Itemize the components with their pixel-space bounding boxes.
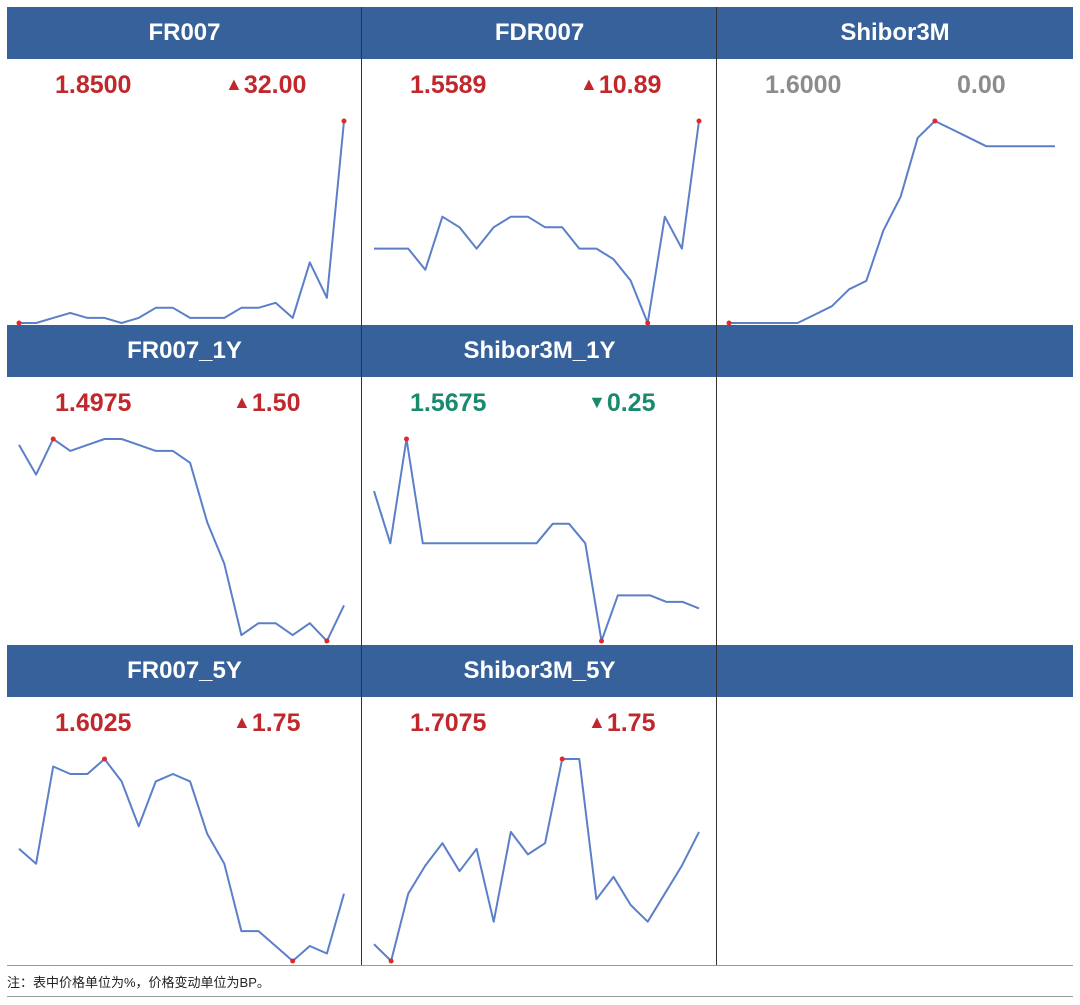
panel-shibor3m: Shibor3M 1.6000 0.00 [717,7,1073,326]
extreme-point-marker [341,118,347,124]
panel-fr007: FR007 1.8500 ▲32.00 [7,7,362,326]
change-value: ▲1.50 [233,389,301,418]
series-line [19,120,345,324]
current-value: 1.7075 [410,709,487,737]
panel-fdr007: FDR007 1.5589 ▲10.89 [362,7,717,326]
change-amount: 1.75 [606,709,656,737]
column-divider [361,7,362,965]
panel-title-empty [717,645,1073,697]
panel-values: 1.5675 ▼0.25 [362,385,717,421]
series-line [18,438,345,642]
column-divider [716,7,717,965]
panel-empty-row3 [717,645,1073,965]
panel-shibor3m-1y: Shibor3M_1Y 1.5675 ▼0.25 [362,325,717,645]
panel-values: 1.5589 ▲10.89 [362,67,717,103]
series-line [374,120,700,324]
panel-values: 1.6025 ▲1.75 [7,705,362,741]
current-value: 1.5589 [410,71,487,99]
extreme-point-marker [290,958,296,964]
extreme-point-marker [388,958,394,964]
footnote: 注：表中价格单位为%，价格变动单位为BP。 [7,975,270,990]
series-line [18,758,345,962]
extreme-point-marker [324,638,330,644]
change-value: ▲32.00 [225,71,306,100]
extreme-point-marker [16,320,22,326]
extreme-point-marker [404,436,409,442]
panel-title: FR007_1Y [7,325,362,377]
change-value: ▼0.25 [588,389,656,418]
panel-title: Shibor3M_1Y [362,325,717,377]
sparkline-chart [16,118,347,326]
panel-values: 1.4975 ▲1.50 [7,385,362,421]
change-amount: 0.25 [606,389,656,417]
sparkline-chart [373,436,700,644]
sparkline-chart [18,756,345,964]
change-value: 0.00 [957,71,1006,100]
extreme-point-marker [645,320,651,326]
series-line [373,758,700,962]
change-down-icon: ▼ [588,392,606,412]
panel-fr007-5y: FR007_5Y 1.6025 ▲1.75 [7,645,362,965]
series-line [729,120,1055,324]
panel-title: FDR007 [362,7,717,59]
panel-title: Shibor3M_5Y [362,645,717,697]
panel-shibor3m-5y: Shibor3M_5Y 1.7075 ▲1.75 [362,645,717,965]
extreme-point-marker [726,320,732,326]
extreme-point-marker [559,756,565,762]
current-value: 1.5675 [410,389,487,417]
sparkline-chart [726,118,1055,326]
current-value: 1.8500 [55,71,132,99]
current-value: 1.4975 [55,389,132,417]
sparkline-chart [18,436,345,644]
series-line [373,438,700,642]
panel-values: 1.7075 ▲1.75 [362,705,717,741]
table-bottom-rule [7,965,1073,966]
extreme-point-marker [932,118,938,124]
change-amount: 0.00 [957,71,1006,99]
sparkline-chart [374,118,702,326]
panel-title: FR007 [7,7,362,59]
change-up-icon: ▲ [233,712,251,732]
change-value: ▲1.75 [588,709,656,738]
panel-title-empty [717,325,1073,377]
change-value: ▲10.89 [580,71,661,100]
extreme-point-marker [102,756,107,762]
current-value: 1.6025 [55,709,132,737]
footnote-rule [7,996,1073,997]
chart-grid: FR007 1.8500 ▲32.00 FDR007 1.5589 ▲10.89… [7,7,1073,965]
change-up-icon: ▲ [233,392,251,412]
change-amount: 1.50 [251,389,301,417]
panel-title: Shibor3M [717,7,1073,59]
extreme-point-marker [50,436,56,442]
panel-values: 1.8500 ▲32.00 [7,67,362,103]
change-value: ▲1.75 [233,709,301,738]
change-up-icon: ▲ [580,74,598,94]
extreme-point-marker [599,638,604,644]
panel-empty-row2 [717,325,1073,645]
current-value: 1.6000 [765,71,842,99]
panel-fr007-1y: FR007_1Y 1.4975 ▲1.50 [7,325,362,645]
change-amount: 10.89 [598,71,662,99]
change-up-icon: ▲ [225,74,243,94]
panel-values: 1.6000 0.00 [717,67,1073,103]
panel-title: FR007_5Y [7,645,362,697]
change-amount: 1.75 [251,709,301,737]
extreme-point-marker [696,118,702,124]
sparkline-chart [373,756,700,964]
change-amount: 32.00 [243,71,307,99]
change-up-icon: ▲ [588,712,606,732]
